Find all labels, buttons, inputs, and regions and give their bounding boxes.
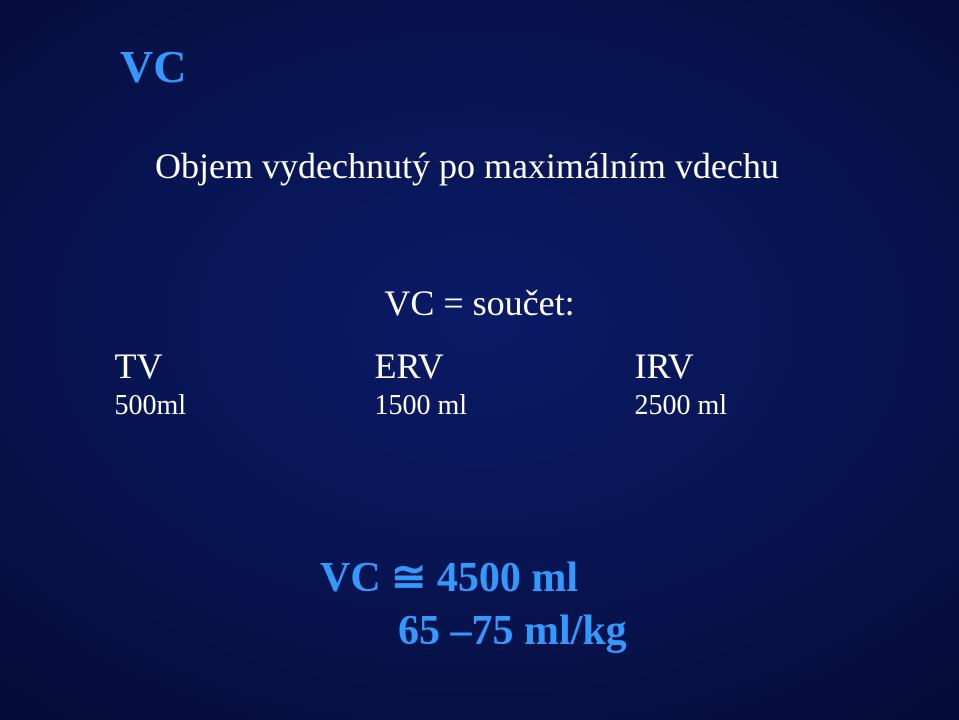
component-value-irv: 2500 ml xyxy=(635,390,895,422)
vc-totals: VC ≅ 4500 ml 65 –75 ml/kg xyxy=(320,552,627,657)
component-value-tv: 500ml xyxy=(65,390,375,422)
component-label-irv: IRV xyxy=(635,345,895,387)
vc-equation: VC = součet: xyxy=(0,282,959,324)
component-value-erv: 1500 ml xyxy=(375,390,635,422)
component-label-tv: TV xyxy=(65,345,375,387)
components-labels-row: TV ERV IRV xyxy=(0,345,959,387)
components-values-row: 500ml 1500 ml 2500 ml xyxy=(0,390,959,422)
slide-subtitle: Objem vydechnutý po maximálním vdechu xyxy=(155,145,779,187)
vc-total-line2: 65 –75 ml/kg xyxy=(320,605,627,658)
slide-title: VC xyxy=(120,40,186,93)
component-label-erv: ERV xyxy=(375,345,635,387)
vc-total-line1: VC ≅ 4500 ml xyxy=(320,555,578,601)
